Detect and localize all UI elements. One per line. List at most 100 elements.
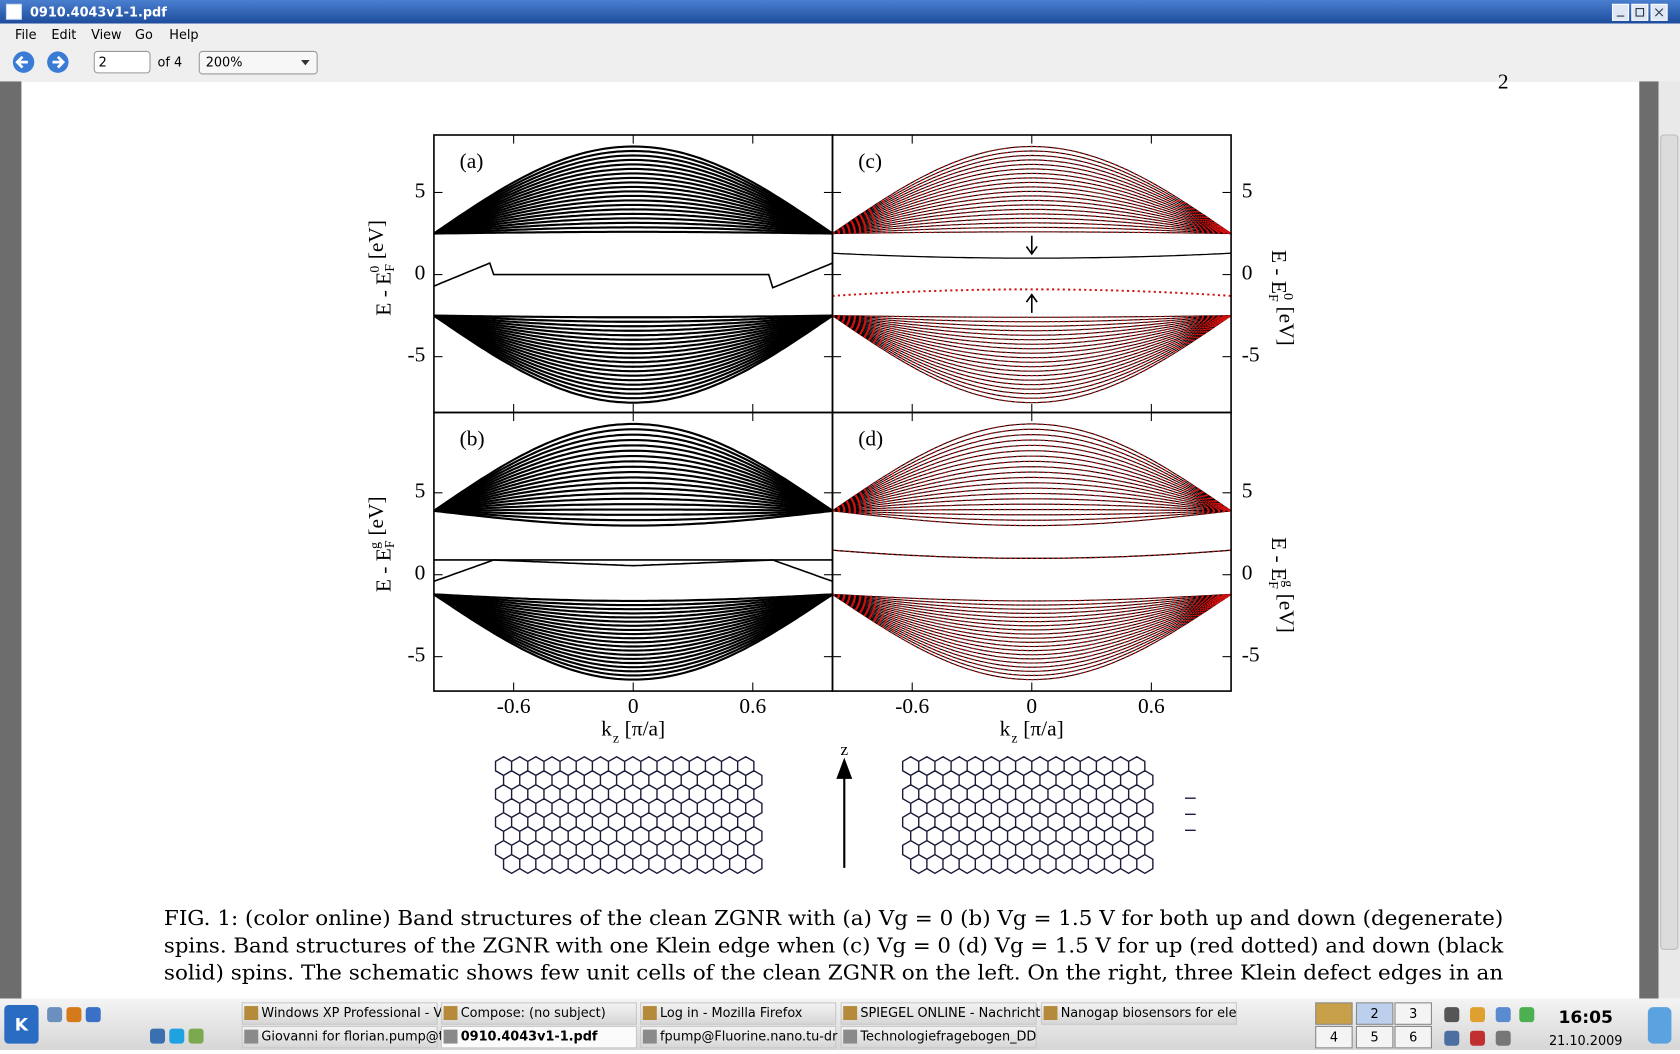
menu-item[interactable]: Help xyxy=(169,28,198,43)
band-line xyxy=(832,315,1232,363)
lattice xyxy=(494,755,763,875)
band-line xyxy=(433,314,833,319)
x-axis-label: z xyxy=(613,731,619,746)
quicklaunch-icon[interactable] xyxy=(188,1028,204,1044)
pager-label: 4 xyxy=(1330,1031,1338,1046)
band-line xyxy=(433,203,833,235)
band-line xyxy=(832,315,1232,332)
x-axis-label: [π/a] xyxy=(1023,717,1064,741)
band-line xyxy=(832,315,1232,377)
band-line xyxy=(832,510,1232,527)
task-button[interactable] xyxy=(840,1025,1037,1049)
band-line xyxy=(832,315,1232,327)
pager-cell[interactable] xyxy=(1315,1025,1353,1049)
quicklaunch-icon[interactable] xyxy=(169,1028,185,1044)
band-line xyxy=(433,509,833,527)
band-line xyxy=(433,460,833,512)
task-button[interactable] xyxy=(840,1002,1037,1025)
band-line xyxy=(832,593,1232,606)
x-axis-label: k xyxy=(601,717,612,741)
zoom-arrow xyxy=(301,60,310,66)
pager-label: 3 xyxy=(1409,1007,1417,1022)
y-tick-label: 0 xyxy=(1242,561,1253,585)
x-tick-label: 0.6 xyxy=(739,694,766,718)
task-button[interactable] xyxy=(241,1002,438,1025)
pager-cell[interactable] xyxy=(1394,1002,1432,1025)
start-button[interactable] xyxy=(4,1005,39,1044)
pager-cell[interactable] xyxy=(1355,1025,1394,1049)
band-line xyxy=(832,315,1232,404)
tray-icon[interactable] xyxy=(1444,1007,1460,1023)
band-line xyxy=(433,593,833,640)
tray-icon[interactable] xyxy=(1495,1007,1511,1023)
band-line xyxy=(832,434,1232,512)
task-button[interactable] xyxy=(440,1002,637,1025)
task-icon xyxy=(843,1029,858,1044)
band-line xyxy=(832,498,1232,512)
band-line xyxy=(832,503,1232,512)
pager-cell[interactable] xyxy=(1355,1002,1394,1025)
y-tick-label: 5 xyxy=(1242,178,1253,202)
menu-item[interactable]: Edit xyxy=(51,28,76,43)
band-line xyxy=(433,314,833,382)
band-line xyxy=(433,449,833,512)
trash-icon[interactable] xyxy=(1647,1007,1672,1044)
quicklaunch-icon[interactable] xyxy=(66,1007,82,1023)
page-number: 2 xyxy=(99,56,107,71)
band-lines xyxy=(433,145,833,404)
band-line xyxy=(433,487,833,512)
menu-item[interactable]: File xyxy=(15,28,37,43)
band-line xyxy=(433,208,833,235)
band-line xyxy=(433,199,833,235)
task-icon xyxy=(244,1006,259,1020)
task-button[interactable] xyxy=(241,1025,438,1049)
band-line xyxy=(832,450,1232,512)
menu-item[interactable]: View xyxy=(91,28,121,43)
menu-item[interactable]: Go xyxy=(135,28,153,43)
y-axis-label: E - EFg [eV] xyxy=(364,496,398,592)
task-icon xyxy=(1043,1006,1058,1020)
scroll-thumb[interactable] xyxy=(1660,134,1679,950)
pager-cell[interactable] xyxy=(1315,1002,1353,1025)
band-line xyxy=(832,181,1232,235)
band-line xyxy=(433,314,833,346)
tray-icon[interactable] xyxy=(1495,1030,1511,1046)
band-line xyxy=(433,455,833,512)
band-line xyxy=(832,549,1232,559)
zoom-select[interactable] xyxy=(198,50,318,75)
y-axis-label-part: F xyxy=(383,540,398,548)
tray-icon[interactable] xyxy=(1470,1007,1485,1023)
quicklaunch-icon[interactable] xyxy=(47,1007,63,1023)
caption-line: spins. Band structures of the ZGNR with … xyxy=(164,934,1504,958)
quicklaunch-icon[interactable] xyxy=(150,1028,165,1044)
clock-time[interactable]: 16:05 xyxy=(1558,1008,1613,1028)
band-line xyxy=(832,593,1232,681)
band-line xyxy=(433,593,833,636)
band-line xyxy=(433,314,833,368)
task-button[interactable] xyxy=(1040,1002,1237,1025)
tray-icon[interactable] xyxy=(1470,1030,1485,1046)
band-line xyxy=(433,314,833,323)
z-arrow xyxy=(836,757,853,868)
band-line xyxy=(832,315,1232,323)
task-button[interactable] xyxy=(440,1025,637,1049)
zoom-value: 200% xyxy=(206,56,243,71)
task-button[interactable] xyxy=(640,1025,837,1049)
pager-cell[interactable] xyxy=(1394,1025,1432,1049)
quicklaunch-icon[interactable] xyxy=(85,1007,101,1023)
band-line xyxy=(832,593,1232,627)
band-lines xyxy=(832,145,1232,404)
band-line xyxy=(433,465,833,512)
band-line xyxy=(832,204,1232,235)
band-line xyxy=(433,314,833,386)
y-tick-label: 0 xyxy=(415,260,426,284)
page-input[interactable] xyxy=(93,50,151,74)
tray-icon[interactable] xyxy=(1519,1007,1535,1023)
band-line xyxy=(433,314,833,341)
window-buttons[interactable] xyxy=(1611,3,1668,21)
forward-icon xyxy=(52,55,66,69)
tray-icon[interactable] xyxy=(1444,1030,1460,1046)
task-button[interactable] xyxy=(640,1002,837,1025)
task-label: Nanogap biosensors for ele xyxy=(1061,1006,1237,1021)
y-axis-label-part: E - E xyxy=(372,272,396,316)
